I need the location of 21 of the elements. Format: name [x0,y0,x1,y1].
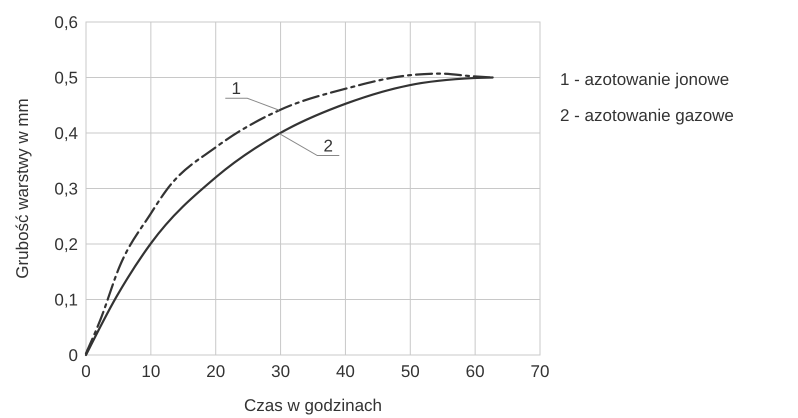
x-tick-label: 50 [400,362,420,381]
text: 2 - azotowanie gazowe [560,106,734,125]
y-tick-label: 0,5 [54,68,78,88]
text: 1 - azotowanie jonowe [560,70,730,89]
y-tick-label: 0 [68,346,78,365]
y-tick-label: 0,3 [54,180,78,198]
y-tick-label: 0,6 [54,13,78,32]
series-label: 2 [324,136,334,156]
y-tick-label: 0,1 [54,290,78,310]
x-tick-label: 40 [336,362,355,381]
x-tick-label: 60 [466,362,485,381]
y-tick-label: 0,2 [54,235,78,254]
x-axis-title: Czas w godzinach [244,396,382,415]
x-tick-label: 20 [206,362,226,381]
y-tick-label: 0,4 [54,124,78,143]
x-tick-label: 0 [81,362,91,381]
x-tick-label: 30 [271,362,290,381]
series-label: 1 [232,79,242,98]
x-tick-label: 10 [141,362,160,381]
x-tick-label: 70 [530,362,550,381]
y-axis-title: Grubość warstwy w mm [13,98,32,279]
